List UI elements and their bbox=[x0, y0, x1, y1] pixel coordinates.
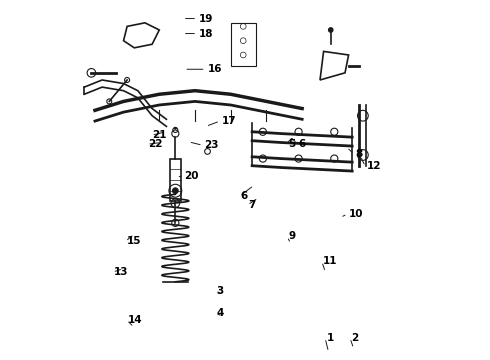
Text: 1: 1 bbox=[326, 333, 334, 343]
Text: 5: 5 bbox=[288, 139, 295, 149]
Text: 11: 11 bbox=[323, 256, 338, 266]
Text: 21: 21 bbox=[152, 130, 167, 140]
Text: 7: 7 bbox=[248, 200, 256, 210]
Text: 16: 16 bbox=[207, 64, 222, 74]
Text: 8: 8 bbox=[355, 149, 362, 159]
Text: 12: 12 bbox=[367, 161, 381, 171]
Text: 13: 13 bbox=[114, 267, 128, 277]
Text: 20: 20 bbox=[184, 171, 199, 181]
Text: 14: 14 bbox=[128, 315, 143, 325]
Text: 18: 18 bbox=[198, 28, 213, 39]
Text: 6: 6 bbox=[298, 139, 306, 149]
Text: 4: 4 bbox=[217, 308, 224, 318]
Text: 17: 17 bbox=[222, 116, 236, 126]
Text: 22: 22 bbox=[148, 139, 162, 149]
Circle shape bbox=[329, 28, 333, 32]
Text: 3: 3 bbox=[217, 286, 223, 296]
Text: 6: 6 bbox=[241, 191, 248, 201]
Circle shape bbox=[174, 127, 176, 129]
Circle shape bbox=[172, 188, 178, 194]
Text: 2: 2 bbox=[351, 333, 359, 343]
Text: 19: 19 bbox=[198, 14, 213, 23]
Text: 15: 15 bbox=[126, 237, 141, 247]
Text: 9: 9 bbox=[289, 231, 295, 242]
Text: 23: 23 bbox=[204, 140, 219, 150]
Text: 10: 10 bbox=[348, 209, 363, 219]
